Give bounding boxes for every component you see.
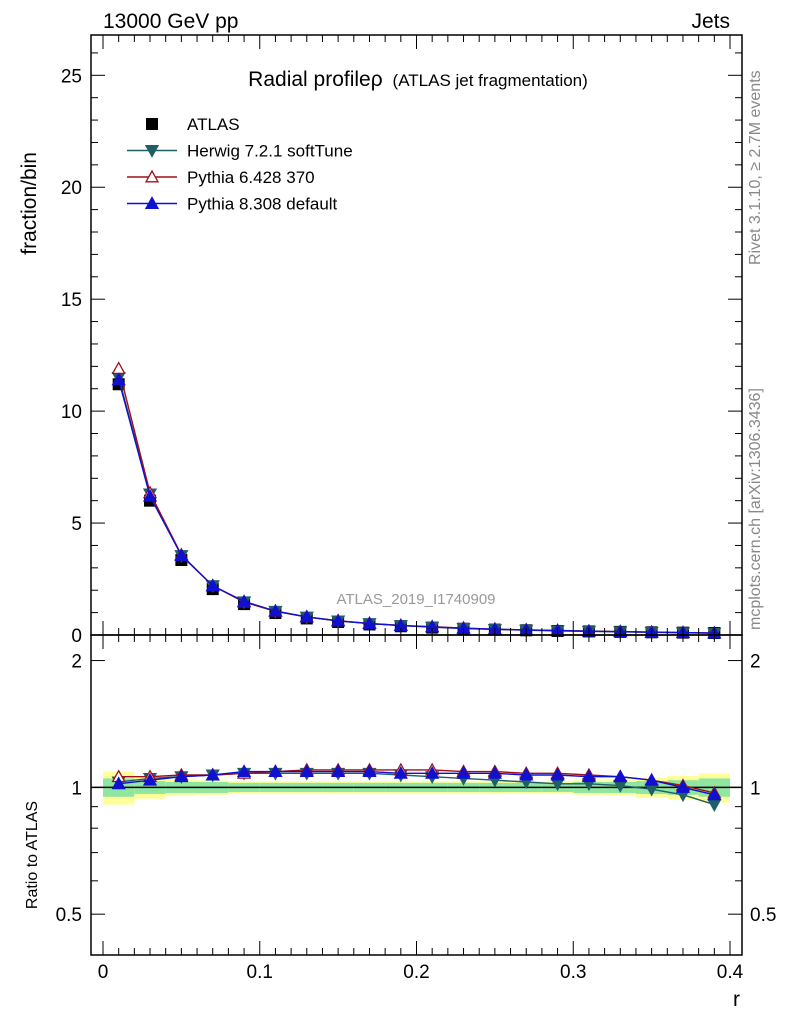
main-y-tick-label: 15 (61, 290, 82, 311)
ratio-y-tick-label-right: 0.5 (750, 905, 776, 926)
series-3-ratio-point (205, 767, 220, 781)
chart-title-main: Radial profileρ (248, 68, 383, 91)
series-3-point (142, 488, 158, 502)
series-3-ratio-point (644, 772, 659, 786)
series-3-ratio-point (268, 764, 283, 778)
series-3-ratio-point (299, 764, 314, 778)
ratio-y-axis-label: Ratio to ATLAS (24, 801, 41, 909)
process-label: Jets (691, 10, 730, 33)
energy-label: 13000 GeV pp (103, 10, 238, 33)
series-3-point (174, 548, 189, 561)
series-1-ratio-point (707, 799, 722, 812)
ratio-y-tick-label: 1 (71, 778, 82, 799)
legend-marker (146, 118, 158, 130)
chart-title: Radial profileρ (ATLAS jet fragmentation… (248, 68, 588, 91)
main-y-tick-label: 0 (71, 626, 82, 647)
ratio-y-tick-label: 2 (71, 652, 82, 673)
legend-label: Herwig 7.2.1 softTune (187, 142, 353, 161)
ratio-y-tick-label-right: 2 (750, 652, 761, 673)
main-y-tick-label: 5 (71, 514, 82, 535)
rivet-version-label: Rivet 3.1.10, ≥ 2.7M events (747, 70, 764, 265)
analysis-watermark: ATLAS_2019_I1740909 (336, 591, 495, 608)
series-3-ratio-point (142, 772, 158, 786)
ratio-y-ticks: 0.5 0.5 1 1 2 2 (56, 652, 777, 927)
ratio-y-tick-label-right: 1 (750, 778, 761, 799)
main-panel: 0 5 10 15 20 25 fraction/bin Radial profileρ … (18, 34, 743, 647)
source-label: mcplots.cern.ch [arXiv:1306.3436] (747, 388, 764, 630)
legend-marker (144, 196, 160, 209)
series-3-ratio-point (174, 769, 189, 783)
ratio-panel: 0.5 0.51 12 2 Ratio to ATLAS 0 0.1 0.2 0.3 0.4 … (24, 35, 776, 1011)
main-y-tick-label: 10 (61, 402, 82, 423)
series-3-ratio-point (111, 776, 126, 790)
legend-label: ATLAS (187, 115, 240, 134)
series-3-point (331, 613, 346, 627)
x-tick-label: 0.3 (560, 962, 586, 983)
series-3-ratio-line (118, 770, 715, 796)
legend-label: Pythia 6.428 370 (187, 168, 315, 187)
ratio-series-layer (111, 762, 722, 812)
series-3-point (236, 594, 252, 607)
main-y-tick-label: 20 (61, 178, 82, 199)
series-3-ratio-point (519, 767, 534, 781)
series-3-ratio-point (456, 765, 471, 779)
ratio-y-tick-label: 0.5 (56, 905, 82, 926)
series-3-point (268, 603, 283, 617)
x-tick-label: 0 (98, 962, 109, 983)
x-tick-label: 0.4 (717, 962, 744, 983)
x-axis-ticks: 0 0.1 0.2 0.3 0.4 (98, 35, 744, 983)
series-3-point (205, 578, 220, 592)
series-3-ratio-point (236, 764, 252, 778)
series-3-ratio-point (707, 787, 722, 801)
y-axis-label: fraction/bin (18, 152, 41, 255)
legend-marker (144, 145, 160, 158)
series-3-ratio-point (393, 765, 408, 779)
series-3-point (299, 609, 314, 623)
series-3-point (111, 372, 126, 386)
main-y-ticks: 0 5 10 15 20 25 (61, 52, 742, 647)
series-3-ratio-point (331, 764, 346, 778)
series-3-ratio-point (613, 769, 628, 783)
chart-title-sub: (ATLAS jet fragmentation) (393, 71, 588, 90)
x-tick-label: 0.2 (403, 962, 429, 983)
series-2-point (111, 361, 126, 375)
series-3-ratio-point (425, 765, 440, 779)
series-3-ratio-point (581, 769, 597, 783)
series-3-ratio-point (550, 767, 565, 781)
legend-label: Pythia 8.308 default (187, 195, 338, 214)
legend-marker (144, 169, 160, 183)
x-tick-label: 0.1 (247, 962, 273, 983)
x-axis-label: r (733, 988, 740, 1011)
series-3-ratio-point (487, 765, 502, 779)
series-3-ratio-point (362, 764, 377, 778)
main-y-tick-label: 25 (61, 66, 82, 87)
legend: ATLAS Herwig 7.2.1 softTune Pythia 6.428 3… (127, 115, 353, 214)
series-3-ratio-point (675, 780, 691, 793)
